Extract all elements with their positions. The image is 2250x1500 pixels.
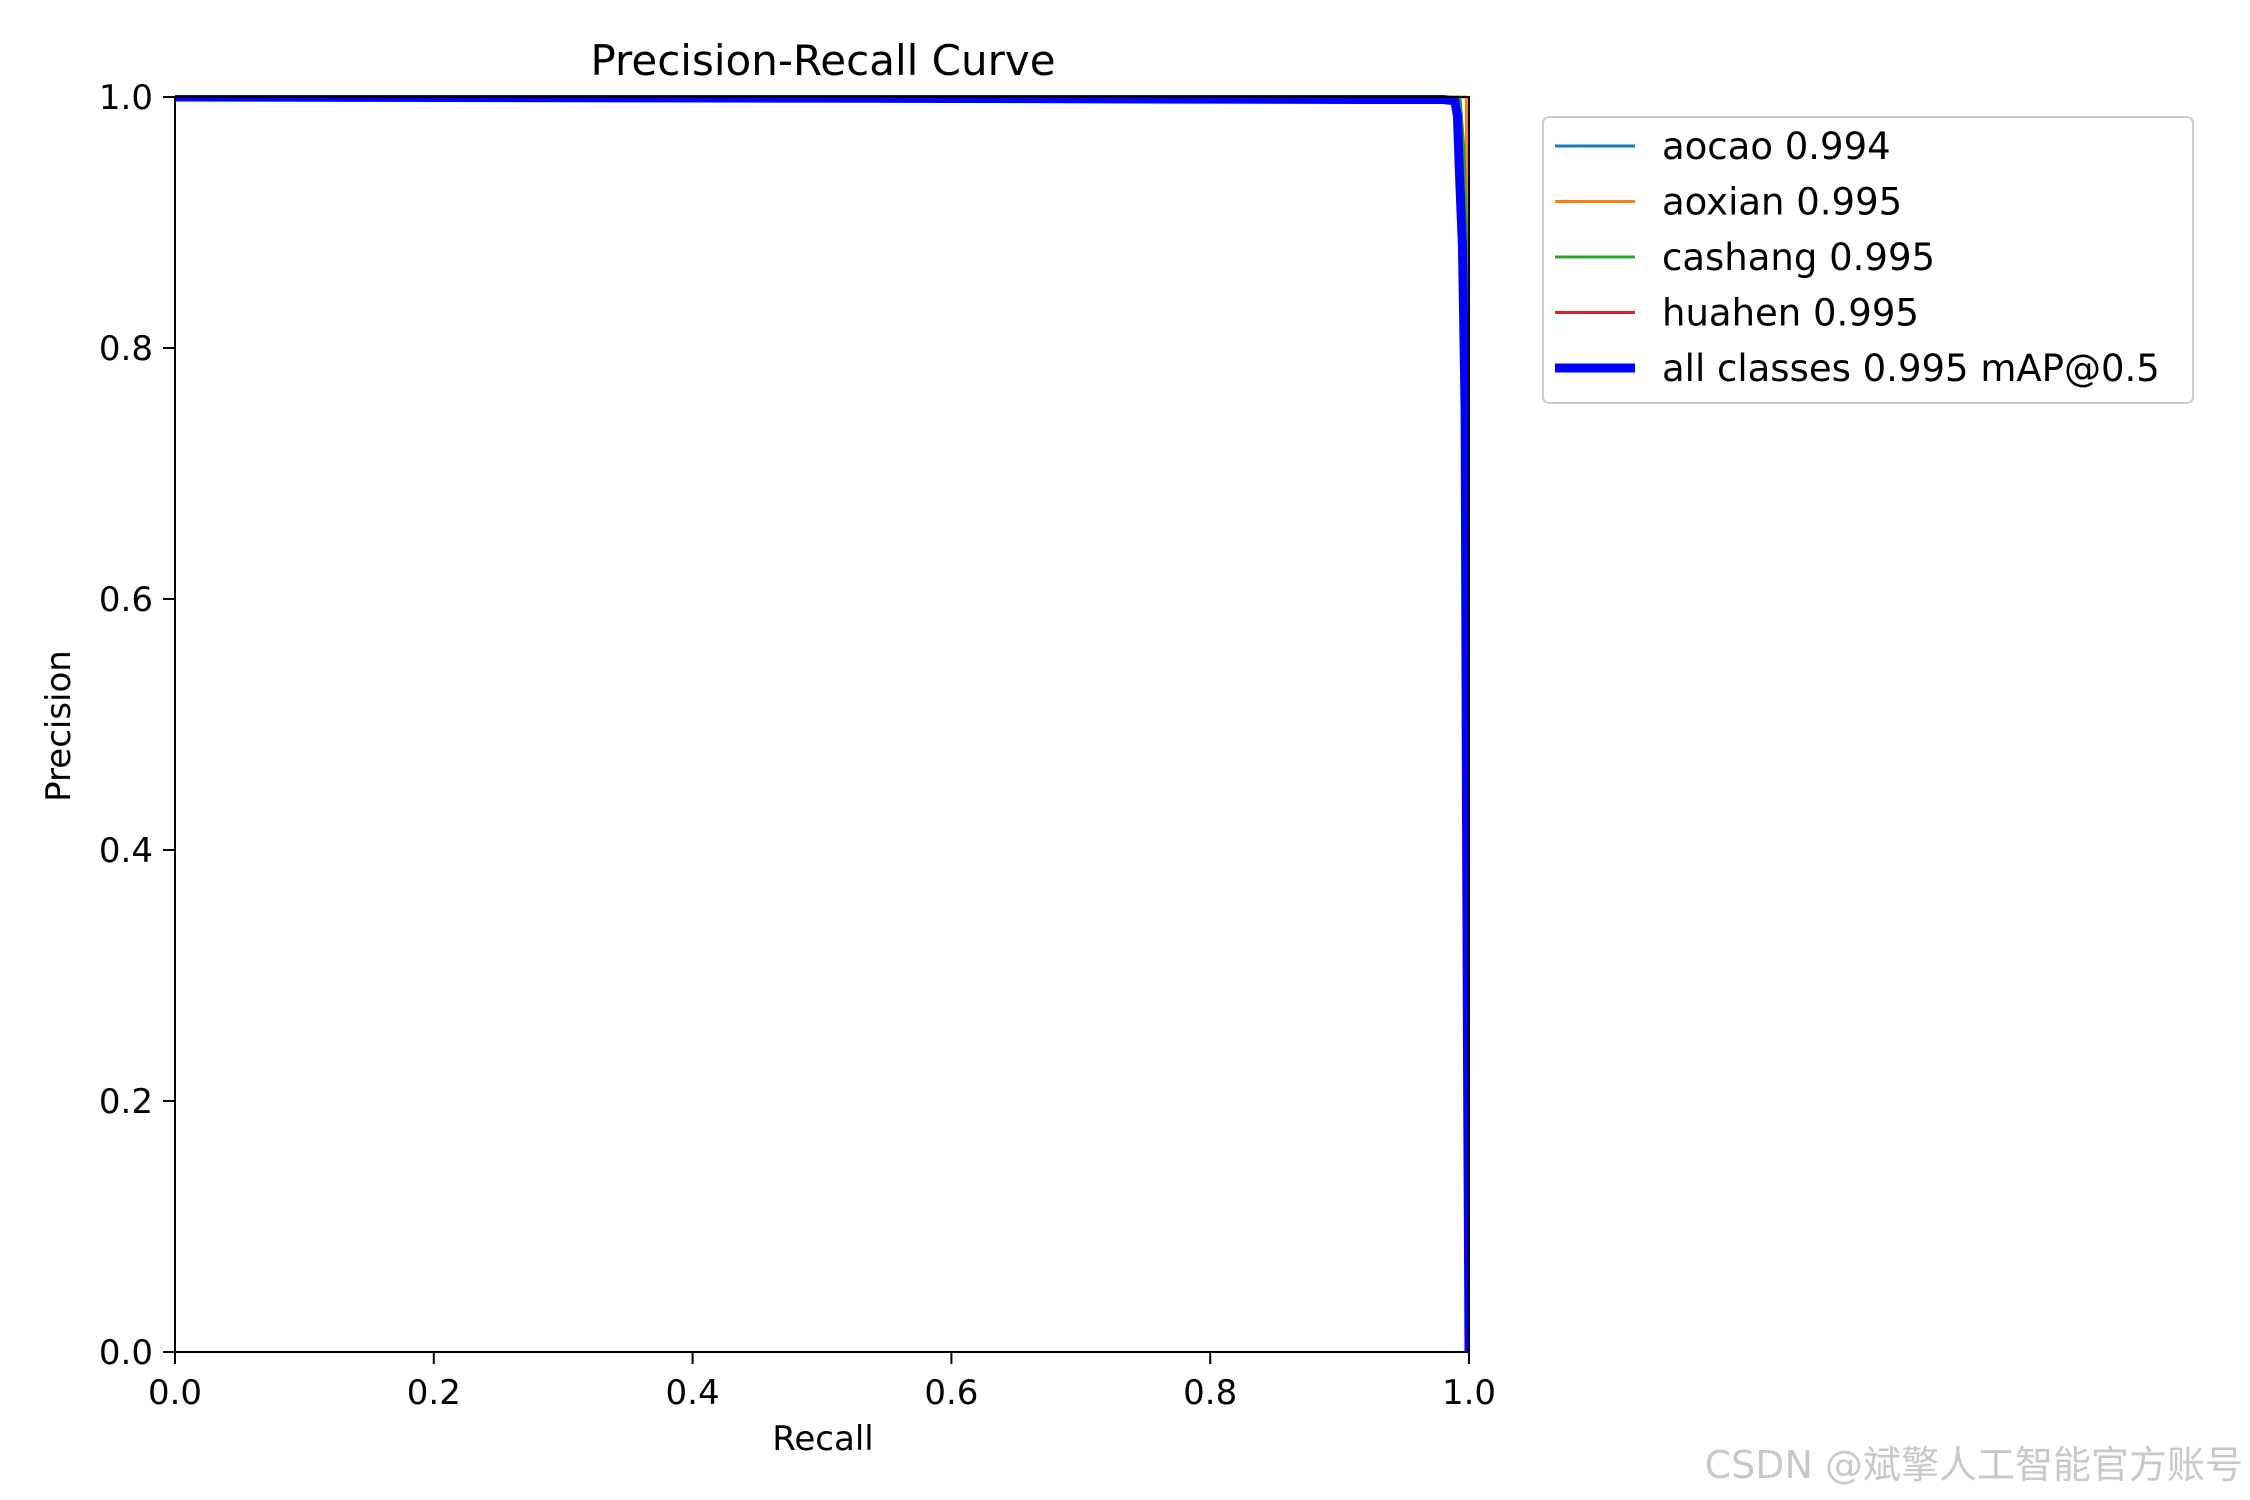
x-tick-label: 0.6 [924, 1373, 978, 1413]
plot-frame [174, 96, 1470, 1353]
series-line-5 [175, 95, 1469, 1352]
x-axis-ticks: 0.0 0.2 0.4 0.6 0.8 1.0 [148, 1352, 1496, 1413]
x-tick-label: 1.0 [1442, 1373, 1496, 1413]
chart-title: Precision-Recall Curve [590, 36, 1055, 85]
y-tick-label: 0.6 [99, 580, 153, 620]
legend-box [1542, 116, 2194, 404]
legend: aocao 0.994 aoxian 0.995 cashang 0.995 huah… [1542, 116, 2194, 404]
x-tick-label: 0.2 [407, 1373, 461, 1413]
y-axis-ticks: 0.0 0.2 0.4 0.6 0.8 1.0 [99, 78, 175, 1373]
y-tick-label: 1.0 [99, 78, 153, 118]
y-tick-label: 0.8 [99, 329, 153, 369]
y-tick-label: 0.2 [99, 1082, 153, 1122]
legend-label: huahen 0.995 [1662, 292, 1919, 335]
legend-label: aoxian 0.995 [1662, 181, 1902, 224]
x-tick-label: 0.8 [1183, 1373, 1237, 1413]
legend-label: cashang 0.995 [1662, 236, 1935, 279]
y-axis-label: Precision [39, 650, 79, 802]
plot-area [174, 95, 1470, 1353]
legend-label: all classes 0.995 mAP@0.5 [1662, 347, 2160, 390]
x-tick-label: 0.4 [666, 1373, 720, 1413]
y-tick-label: 0.0 [99, 1333, 153, 1373]
watermark: CSDN @斌擎人工智能官方账号 [1705, 1443, 2243, 1487]
x-tick-label: 0.0 [148, 1373, 202, 1413]
legend-label: aocao 0.994 [1662, 125, 1891, 168]
x-axis-label: Recall [772, 1419, 873, 1459]
y-tick-label: 0.4 [99, 831, 153, 871]
